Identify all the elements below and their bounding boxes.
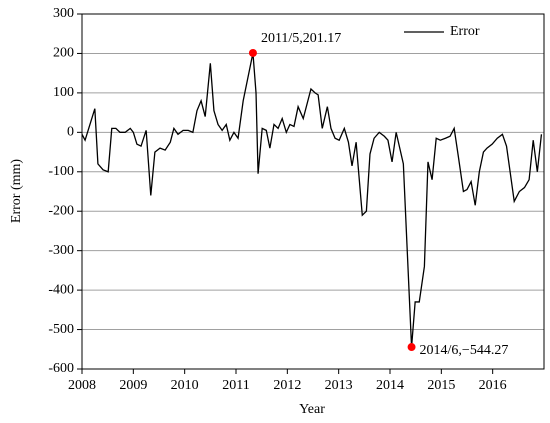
x-tick-label: 2016 [479, 378, 507, 393]
x-tick-label: 2014 [376, 378, 404, 393]
annotation: 2011/5,201.17 [261, 31, 341, 46]
y-tick-label: -100 [48, 164, 74, 179]
x-tick-label: 2013 [325, 378, 353, 393]
line [81, 52, 543, 348]
plot-frame [81, 13, 545, 370]
y-tick-label: -500 [48, 322, 74, 337]
annotation-point [248, 48, 257, 57]
legend-label: Error [450, 24, 480, 39]
x-tick-label: 2009 [119, 378, 147, 393]
y-tick-label: -200 [48, 203, 74, 218]
y-tick-label: 100 [53, 85, 74, 100]
y-axis-label: Error (mm) [9, 159, 24, 223]
x-tick-label: 2012 [273, 378, 301, 393]
y-tick-label: -600 [48, 361, 74, 376]
y-tick-label: 300 [53, 6, 74, 21]
y-tick-label: -300 [48, 243, 74, 258]
y-tick-label: -400 [48, 282, 74, 297]
x-tick-label: 2015 [427, 378, 455, 393]
annotation-point [407, 343, 416, 352]
x-tick-label: 2008 [68, 378, 96, 393]
x-axis-label: Year [299, 402, 325, 417]
y-tick-label: 0 [67, 125, 74, 140]
x-tick-label: 2010 [171, 378, 199, 393]
annotation: 2014/6,−544.27 [420, 343, 509, 358]
y-tick-label: 200 [53, 46, 74, 61]
x-tick-label: 2011 [222, 378, 249, 393]
